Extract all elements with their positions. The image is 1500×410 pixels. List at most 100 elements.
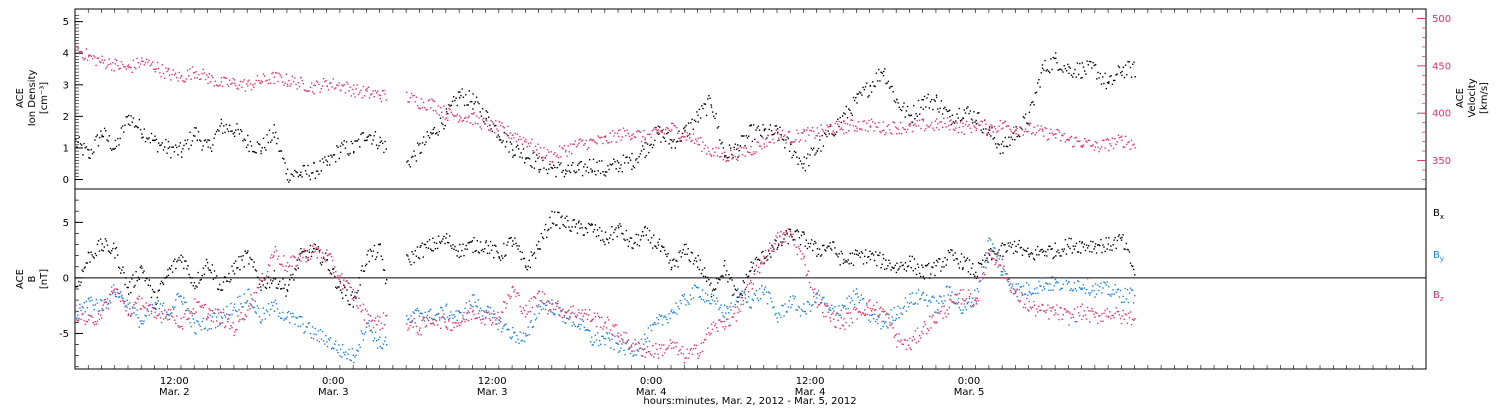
- density-point: [1055, 57, 1057, 59]
- bx-point: [237, 267, 239, 269]
- velocity-point: [931, 121, 933, 124]
- velocity-point: [319, 91, 321, 93]
- bz-point: [774, 242, 776, 245]
- velocity-point: [100, 61, 102, 64]
- velocity-point: [459, 119, 461, 121]
- bz-point: [930, 327, 932, 329]
- bz-point: [1027, 309, 1029, 311]
- by-point: [110, 301, 112, 304]
- velocity-point: [644, 139, 646, 141]
- bx-point: [188, 273, 190, 276]
- bz-point: [797, 245, 800, 248]
- velocity-point: [1038, 129, 1040, 132]
- bz-point: [132, 307, 134, 309]
- bx-point: [84, 266, 86, 268]
- velocity-point: [430, 107, 432, 109]
- velocity-point: [453, 115, 455, 117]
- by-point: [1012, 293, 1015, 295]
- bz-point: [368, 325, 370, 327]
- bz-point: [941, 306, 943, 308]
- density-point: [190, 144, 192, 146]
- bz-point: [527, 311, 529, 313]
- bx-point: [1032, 257, 1035, 260]
- bx-point: [985, 259, 987, 262]
- velocity-point: [339, 89, 342, 91]
- by-point: [514, 331, 516, 333]
- bz-point: [133, 304, 135, 306]
- bx-point: [657, 241, 659, 244]
- bx-point: [753, 270, 756, 272]
- velocity-point: [833, 132, 835, 134]
- bz-point: [731, 316, 733, 318]
- bz-point: [414, 322, 416, 324]
- density-point: [1034, 92, 1036, 94]
- velocity-point: [622, 127, 625, 129]
- velocity-point: [814, 137, 816, 139]
- bx-point: [492, 244, 494, 247]
- bz-point: [922, 332, 924, 335]
- velocity-point: [1041, 130, 1044, 132]
- velocity-point: [925, 127, 927, 130]
- bz-point: [547, 300, 549, 302]
- density-point: [572, 162, 574, 164]
- velocity-point: [341, 84, 343, 86]
- by-point: [162, 302, 165, 304]
- by-point: [227, 318, 229, 320]
- density-point: [949, 116, 951, 118]
- bz-point: [786, 233, 788, 236]
- by-point: [95, 298, 98, 301]
- bz-point: [270, 257, 272, 259]
- velocity-point: [1068, 138, 1070, 140]
- by-point: [800, 308, 803, 311]
- by-point: [325, 334, 327, 337]
- velocity-point: [604, 135, 607, 137]
- bx-point: [1045, 251, 1047, 253]
- bx-point: [187, 265, 189, 267]
- velocity-point: [788, 130, 791, 133]
- by-point: [1116, 288, 1118, 291]
- bx-point: [113, 242, 115, 244]
- bz-point: [883, 311, 885, 313]
- density-point: [539, 168, 542, 171]
- bx-point: [812, 249, 814, 252]
- bx-point: [338, 286, 340, 288]
- by-point: [372, 340, 375, 342]
- bz-point: [114, 288, 116, 290]
- by-point: [426, 318, 429, 320]
- velocity-point: [720, 156, 722, 158]
- density-point: [322, 161, 325, 164]
- bz-point: [579, 318, 581, 320]
- bz-point: [249, 307, 251, 310]
- by-point: [655, 323, 657, 326]
- bz-point: [526, 313, 528, 315]
- bz-point: [514, 289, 516, 291]
- density-point: [938, 111, 940, 113]
- velocity-point: [260, 82, 262, 85]
- velocity-point: [675, 127, 678, 129]
- bz-point: [736, 306, 739, 308]
- bx-point: [600, 239, 602, 242]
- bx-point: [562, 223, 564, 226]
- bx-point: [1067, 246, 1070, 248]
- density-point: [876, 80, 879, 82]
- density-point: [1118, 66, 1121, 69]
- bz-point: [823, 315, 825, 318]
- velocity-point: [466, 120, 468, 123]
- bx-point: [479, 241, 482, 243]
- bz-point: [529, 310, 531, 313]
- by-point: [1007, 278, 1009, 280]
- by-point: [428, 310, 431, 312]
- bx-point: [1005, 251, 1007, 253]
- by-point: [238, 309, 240, 311]
- bz-point: [461, 320, 463, 323]
- velocity-point: [621, 136, 623, 138]
- bx-point: [678, 251, 680, 254]
- velocity-point: [781, 129, 784, 132]
- density-point: [153, 139, 155, 142]
- density-point: [843, 112, 845, 114]
- density-point: [345, 141, 348, 143]
- bx-point: [876, 264, 878, 267]
- bz-point: [416, 331, 419, 334]
- bottom-panel-points: [75, 210, 1136, 364]
